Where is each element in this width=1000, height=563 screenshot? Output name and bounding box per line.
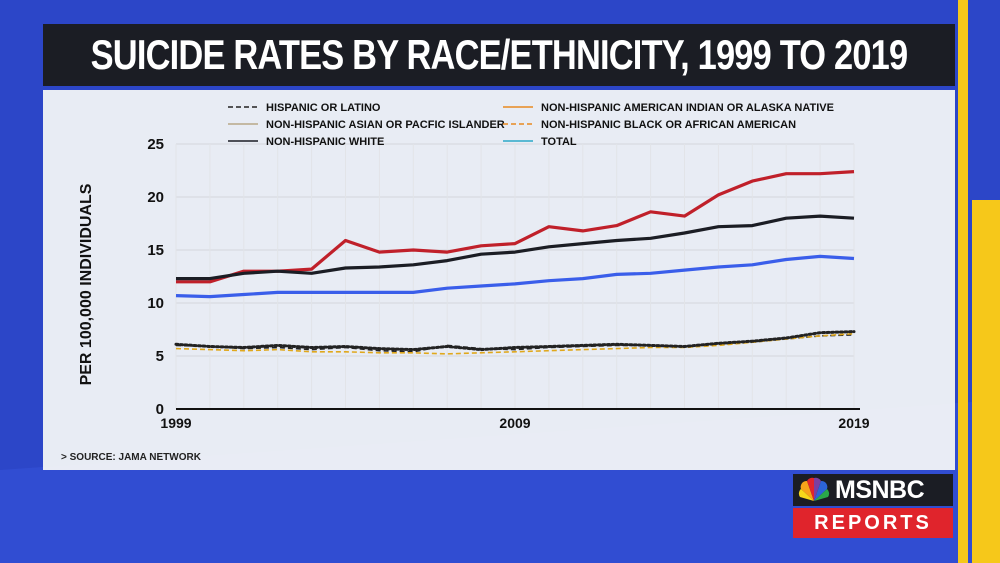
y-tick-label: 5 [156,348,164,365]
legend-label: NON-HISPANIC BLACK OR AFRICAN AMERICAN [541,119,796,131]
y-tick-label: 20 [147,189,164,206]
series-line-0 [175,334,855,353]
chart-panel: 0 5 10 15 20 25 1999 2009 2019 PER 100,000 INDIVI… [43,90,955,470]
series-line-4 [176,214,855,281]
x-tick-label: 1999 [160,415,191,431]
title-bar: SUICIDE RATES BY RACE/ETHNICITY, 1999 TO… [43,24,955,86]
legend-label: NON-HISPANIC ASIAN OR PACFIC ISLANDER [266,119,505,131]
peacock-icon [798,477,830,501]
legend-label: HISPANIC OR LATINO [266,102,381,114]
source-note: > SOURCE: JAMA NETWORK [61,452,201,463]
brand-name: MSNBC [835,475,925,504]
y-tick-label: 10 [147,295,164,312]
msnbc-reports-logo: MSNBC REPORTS [793,474,953,538]
logo-top: MSNBC [793,474,953,506]
series-line-3 [175,332,855,355]
y-tick-label: 15 [147,242,164,259]
y-tick-label: 0 [156,401,164,418]
legend-label: NON-HISPANIC WHITE [266,136,384,148]
x-tick-label: 2019 [838,415,869,431]
y-tick-label: 25 [147,136,164,153]
x-tick-label: 2009 [499,415,530,431]
accent-stripe [972,200,1000,563]
legend-label: TOTAL [541,136,577,148]
legend-label: NON-HISPANIC AMERICAN INDIAN OR ALASKA N… [541,102,834,114]
accent-stripe [958,0,968,563]
y-axis-label: PER 100,000 INDIVIDUALS [78,183,95,385]
brand-subtitle: REPORTS [793,508,953,538]
page-title: SUICIDE RATES BY RACE/ETHNICITY, 1999 TO… [90,31,909,78]
series-line-5 [174,330,856,352]
line-chart: 0 5 10 15 20 25 1999 2009 2019 PER 100,000 INDIVI… [78,102,870,431]
series-line-2 [175,254,855,299]
